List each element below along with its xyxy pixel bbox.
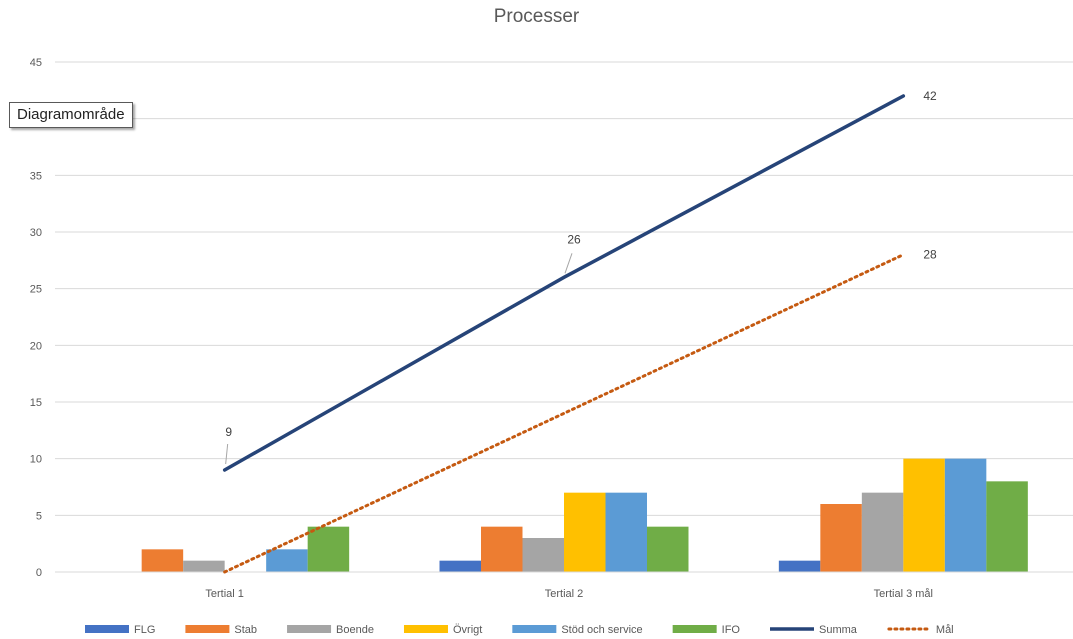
bar-st-d-och-service bbox=[944, 458, 987, 572]
bar-flg bbox=[439, 560, 481, 572]
x-tick-label: Tertial 1 bbox=[205, 588, 244, 600]
bar-stab bbox=[481, 526, 523, 572]
legend-m-l-label: Mål bbox=[936, 624, 954, 636]
chart-title: Processer bbox=[493, 6, 580, 27]
y-tick-label: 20 bbox=[30, 340, 42, 352]
y-tick-label: 10 bbox=[30, 454, 42, 466]
y-tick-label: 35 bbox=[30, 170, 42, 182]
bar-ifo bbox=[647, 526, 689, 572]
legend-flg-label: FLG bbox=[134, 624, 155, 636]
data-label: 42 bbox=[923, 89, 937, 103]
legend-stab-swatch bbox=[185, 625, 230, 633]
bar-boende bbox=[861, 492, 904, 572]
legend-boende-swatch bbox=[287, 625, 332, 633]
y-tick-label: 45 bbox=[30, 57, 42, 69]
data-label: 28 bbox=[923, 248, 937, 262]
x-tick-label: Tertial 2 bbox=[545, 588, 584, 600]
data-label-leader bbox=[564, 253, 573, 274]
chart-area-tooltip: Diagramområde bbox=[9, 102, 133, 128]
bar-st-d-och-service bbox=[266, 549, 308, 572]
legend--vrigt-swatch bbox=[403, 625, 448, 633]
bar-st-d-och-service bbox=[605, 492, 647, 572]
legend-flg-swatch bbox=[85, 625, 129, 633]
data-label-leader bbox=[225, 443, 229, 465]
data-label: 26 bbox=[567, 232, 581, 246]
line-m-l bbox=[223, 253, 905, 574]
bar--vrigt bbox=[903, 458, 945, 572]
legend-stab-label: Stab bbox=[234, 624, 257, 636]
bar--vrigt bbox=[564, 492, 606, 572]
line-summa bbox=[222, 94, 906, 472]
y-tick-label: 0 bbox=[36, 567, 42, 579]
bar-boende bbox=[183, 560, 225, 572]
y-tick-label: 5 bbox=[36, 510, 42, 522]
y-tick-label: 30 bbox=[30, 227, 42, 239]
bar-stab bbox=[141, 549, 184, 572]
y-tick-label: 15 bbox=[30, 397, 42, 409]
legend-ifo-swatch bbox=[672, 625, 717, 633]
legend-st-d-och-service-swatch bbox=[512, 625, 557, 633]
legend-summa-label: Summa bbox=[819, 624, 858, 636]
data-label: 9 bbox=[225, 425, 232, 439]
legend-ifo-label: IFO bbox=[722, 624, 741, 636]
legend-st-d-och-service-label: Stöd och service bbox=[561, 624, 642, 636]
legend-boende-label: Boende bbox=[336, 624, 374, 636]
bar-ifo bbox=[307, 526, 350, 572]
bar-flg bbox=[778, 560, 821, 572]
bar-stab bbox=[820, 504, 862, 572]
bar-boende bbox=[522, 538, 564, 572]
y-tick-label: 25 bbox=[30, 284, 42, 296]
x-tick-label: Tertial 3 mål bbox=[874, 588, 933, 600]
legend--vrigt-label: Övrigt bbox=[453, 624, 482, 636]
bar-ifo bbox=[986, 481, 1028, 572]
